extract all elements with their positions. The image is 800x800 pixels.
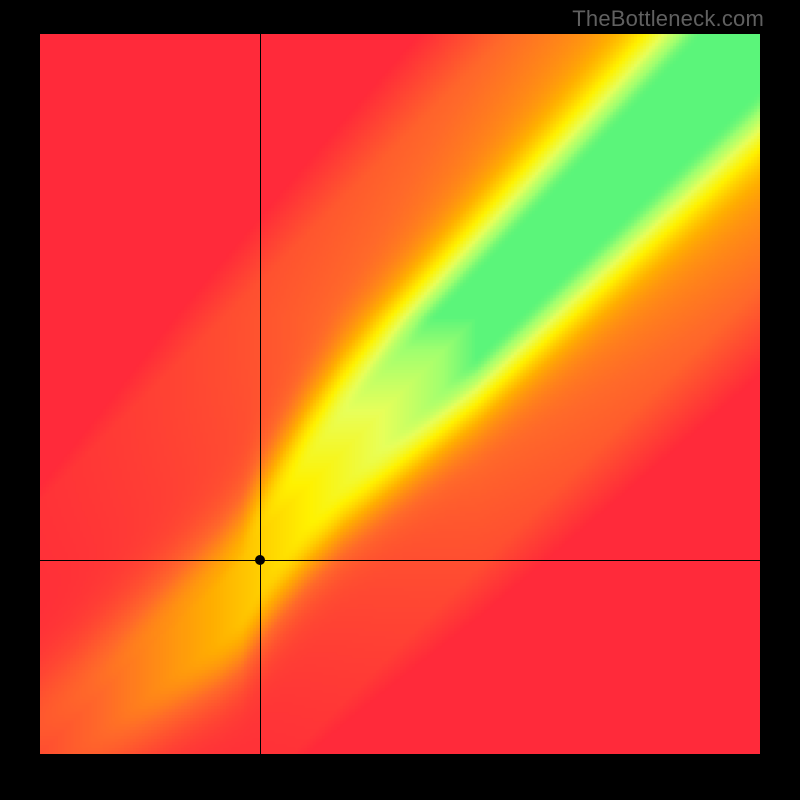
crosshair-marker [255, 555, 265, 565]
heatmap-canvas [40, 34, 760, 754]
chart-container: TheBottleneck.com [0, 0, 800, 800]
watermark-text: TheBottleneck.com [572, 6, 764, 32]
crosshair-vertical [260, 34, 261, 754]
heatmap-plot [40, 34, 760, 754]
crosshair-horizontal [40, 560, 760, 561]
